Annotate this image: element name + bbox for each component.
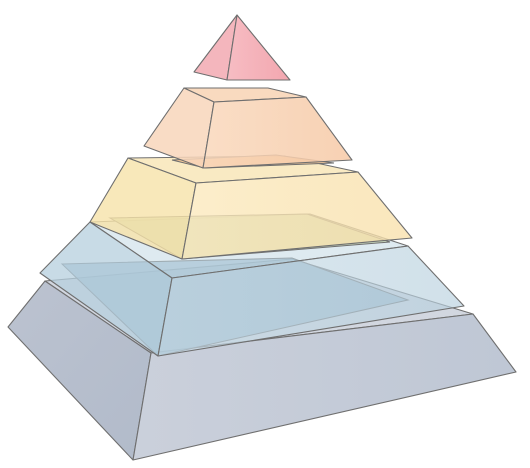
second-layer-left-face	[143, 87, 215, 169]
base-layer-front-face	[132, 313, 517, 461]
middle-layer-front-face	[181, 171, 413, 260]
pyramid-layer-second	[143, 87, 353, 169]
second-layer-front-face	[202, 96, 353, 169]
top-layer-front-face	[226, 14, 291, 81]
pyramid-layer-top	[193, 14, 291, 81]
pyramid-layer-middle	[89, 155, 413, 260]
fourth-layer-front-face	[157, 245, 465, 357]
